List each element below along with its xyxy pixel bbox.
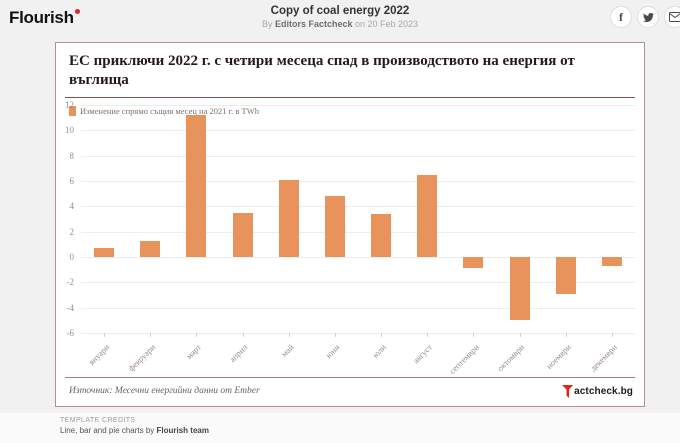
gridline xyxy=(81,155,635,157)
page-title: Copy of coal energy 2022 xyxy=(270,5,410,17)
bar-април[interactable] xyxy=(232,212,253,257)
y-axis-tick-label: 12 xyxy=(65,100,74,110)
x-axis-tick xyxy=(473,333,475,337)
footer-divider xyxy=(65,377,635,378)
x-axis-tick xyxy=(381,333,383,337)
y-axis-tick-label: -2 xyxy=(66,277,75,288)
x-axis-tick xyxy=(565,333,567,337)
x-axis-tick xyxy=(196,333,198,337)
credits-prefix: Line, bar and pie charts by xyxy=(60,426,157,435)
byline-author: Editors Factcheck xyxy=(274,19,353,29)
gridline xyxy=(81,105,635,106)
bar-май[interactable] xyxy=(278,179,299,257)
x-axis-label: декември xyxy=(587,342,619,374)
x-axis-label: август xyxy=(410,342,435,366)
email-share-button[interactable] xyxy=(664,6,680,28)
bar-март[interactable] xyxy=(186,115,207,257)
gridline xyxy=(81,231,635,233)
byline: By Editors Factcheck on 20 Feb 2023 xyxy=(0,19,680,29)
x-axis-tick xyxy=(611,333,613,337)
x-axis-tick xyxy=(519,333,521,337)
credits-line: Line, bar and pie charts by Flourish tea… xyxy=(60,426,209,435)
gridline xyxy=(81,307,635,309)
x-axis-label: април xyxy=(227,342,250,365)
byline-date: on 20 Feb 2023 xyxy=(352,19,419,29)
x-axis-label: януари xyxy=(86,342,112,367)
x-axis-tick xyxy=(427,333,429,337)
gridline xyxy=(81,130,635,132)
bar-юли[interactable] xyxy=(371,213,392,257)
chart-title: ЕС приключи 2022 г. с четири месеца спад… xyxy=(69,53,575,88)
x-axis-tick xyxy=(150,333,152,337)
legend-label: Изменение спрямо същия месец на 2021 г. … xyxy=(80,105,260,116)
bar-октомври[interactable] xyxy=(509,256,530,321)
y-axis-tick-label: 6 xyxy=(69,175,75,186)
gridline xyxy=(81,333,635,334)
x-axis-tick xyxy=(242,333,244,337)
facebook-icon: f xyxy=(619,9,623,24)
byline-prefix: By xyxy=(261,19,275,29)
x-axis-label: септември xyxy=(446,342,481,376)
gridline xyxy=(81,180,635,182)
x-axis-label: октомври xyxy=(495,342,527,374)
bar-август[interactable] xyxy=(417,174,438,257)
legend-swatch xyxy=(69,105,76,116)
flourish-logo-dot-icon xyxy=(74,9,80,14)
y-axis-tick-label: 2 xyxy=(69,226,75,237)
flourish-logo-text: Flourish xyxy=(9,8,74,27)
gridline xyxy=(81,282,635,284)
factcheck-funnel-icon xyxy=(562,384,574,398)
x-axis-label: май xyxy=(279,342,296,359)
x-axis-tick xyxy=(334,333,336,337)
flourish-logo[interactable]: Flourish xyxy=(9,8,80,28)
y-axis-tick-label: -4 xyxy=(66,302,75,313)
card-footer: Източник: Месечни енергийни данни от Emb… xyxy=(69,382,633,400)
credits-team: Flourish team xyxy=(156,426,209,435)
y-axis-tick-label: 4 xyxy=(69,201,75,212)
credits-heading: TEMPLATE CREDITS xyxy=(60,417,136,424)
email-icon xyxy=(669,12,680,22)
gridline xyxy=(81,256,635,258)
x-axis-tick xyxy=(104,333,106,337)
y-axis-tick-label: 0 xyxy=(69,251,75,262)
header: Flourish Copy of coal energy 2022 By Edi… xyxy=(0,0,680,38)
facebook-share-button[interactable]: f xyxy=(610,6,632,28)
bar-септември[interactable] xyxy=(463,256,484,269)
y-axis-tick-label: 8 xyxy=(69,150,75,161)
x-axis-label: ноември xyxy=(543,342,573,371)
y-axis-tick-label: -6 xyxy=(66,328,75,338)
legend: Изменение спрямо същия месец на 2021 г. … xyxy=(69,105,631,116)
bar-ноември[interactable] xyxy=(555,256,576,294)
x-axis-label: юни xyxy=(323,342,342,360)
gridline xyxy=(81,206,635,208)
template-credits: TEMPLATE CREDITS Line, bar and pie chart… xyxy=(60,417,209,435)
x-axis-label: март xyxy=(184,342,204,362)
twitter-share-button[interactable] xyxy=(637,6,659,28)
y-axis-tick-label: 10 xyxy=(65,125,74,136)
factcheck-logo-text: actcheck.bg xyxy=(574,385,633,397)
bar-февруари[interactable] xyxy=(140,240,161,257)
title-divider xyxy=(65,96,635,98)
header-center: Copy of coal energy 2022 By Editors Fact… xyxy=(0,5,680,29)
x-axis-tick xyxy=(288,333,290,337)
factcheck-logo[interactable]: actcheck.bg xyxy=(562,384,633,398)
source-text: Източник: Месечни енергийни данни от Emb… xyxy=(69,386,260,396)
chart-card: ЕС приключи 2022 г. с четири месеца спад… xyxy=(55,42,645,407)
bar-януари[interactable] xyxy=(94,248,115,257)
bar-юни[interactable] xyxy=(324,196,345,257)
bar-декември[interactable] xyxy=(601,256,622,266)
x-axis-label: февруари xyxy=(126,342,158,374)
credits-strip: TEMPLATE CREDITS Line, bar and pie chart… xyxy=(0,413,680,443)
twitter-icon xyxy=(642,12,654,22)
plot-area: 12 10 8 6 4 2 0 -2 -4 -6 януари февруари март април ма… xyxy=(65,100,635,376)
x-axis-label: юли xyxy=(370,342,389,360)
share-buttons: f xyxy=(610,6,680,28)
